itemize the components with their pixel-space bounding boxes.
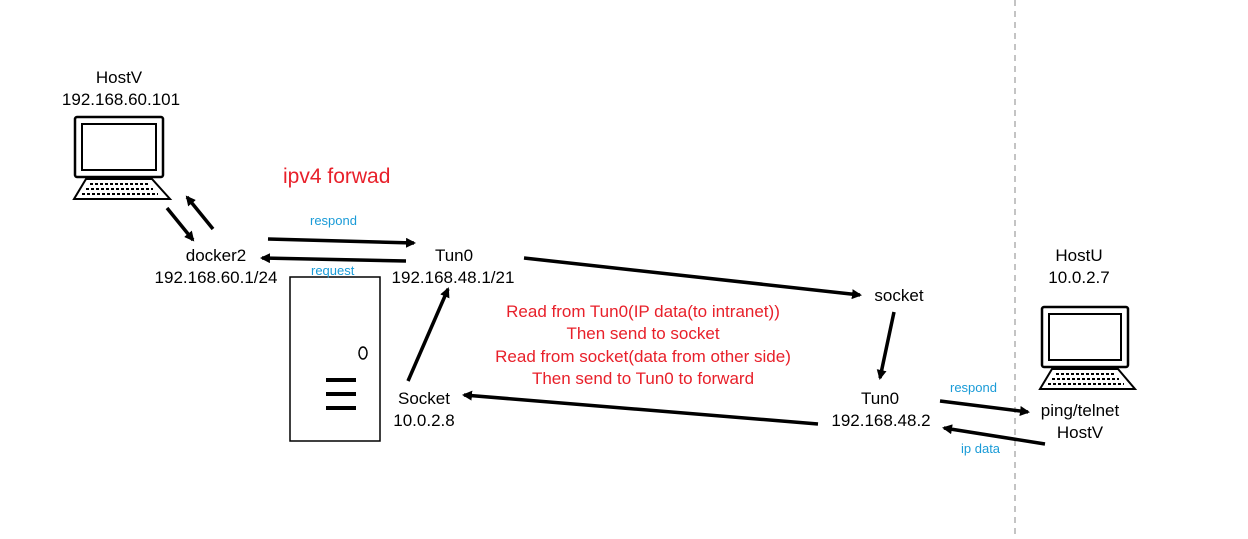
- arrow-tun0-to-socket: [523, 256, 862, 300]
- tun0-right-name: Tun0: [860, 389, 900, 408]
- socket-left-ip: 10.0.2.8: [393, 411, 455, 430]
- edge-label-respond-left: respond: [310, 213, 357, 228]
- docker2-name: docker2: [185, 246, 247, 265]
- tun0-right-ip: 192.168.48.2: [831, 411, 931, 430]
- arrow-respond-to-tun0: [267, 237, 416, 248]
- hostu-alias: HostV: [1056, 423, 1104, 442]
- arrow-request-to-docker2: [260, 253, 407, 264]
- arrow-socket-left-to-tun0: [406, 287, 450, 382]
- computer-icon: [72, 115, 173, 200]
- diagram-title: ipv4 forwad: [283, 165, 391, 188]
- server-tower-icon: [289, 276, 381, 442]
- socket-right-name: socket: [874, 286, 924, 305]
- note-line-3: Read from socket(data from other side): [495, 347, 791, 366]
- note-line-4: Then send to Tun0 to forward: [531, 369, 755, 388]
- note-line-2: Then send to socket: [566, 324, 720, 343]
- arrow-socket-to-tun0-right: [876, 311, 896, 380]
- edge-label-respond-right: respond: [950, 380, 997, 395]
- arrow-tun0-right-to-socket-left: [462, 390, 819, 426]
- arrow-hostv-to-docker2: [165, 206, 195, 242]
- hostv-ip: 192.168.60.101: [61, 90, 181, 109]
- tun0-left-name: Tun0: [434, 246, 474, 265]
- hostv-name: HostV: [95, 68, 143, 87]
- arrow-ipdata-to-tun0-right: [942, 424, 1046, 446]
- tun0-left-ip: 192.168.48.1/21: [391, 268, 515, 287]
- edge-label-ip-data-right: ip data: [961, 441, 1001, 456]
- socket-left-name: Socket: [398, 389, 450, 408]
- arrow-docker2-to-hostv: [185, 195, 215, 231]
- arrow-respond-to-hostu: [939, 399, 1030, 416]
- hostu-name: HostU: [1055, 246, 1103, 265]
- note-line-1: Read from Tun0(IP data(to intranet)): [506, 302, 780, 321]
- computer-icon: [1038, 305, 1138, 390]
- hostu-ip: 10.0.2.7: [1048, 268, 1110, 287]
- hostu-app: ping/telnet: [1040, 401, 1120, 420]
- edge-label-request-left: request: [311, 263, 355, 278]
- docker2-ip: 192.168.60.1/24: [154, 268, 278, 287]
